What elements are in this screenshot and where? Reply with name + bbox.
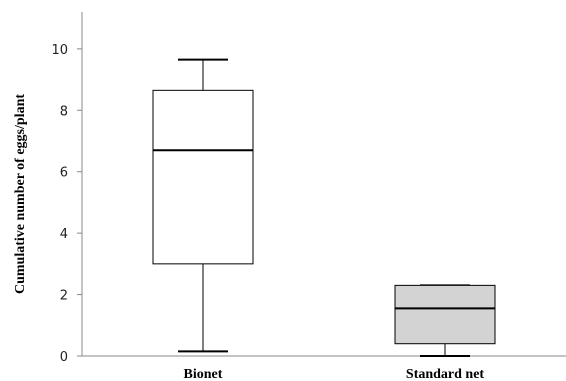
box-standard-net (394, 284, 496, 357)
y-tick-label: 10 (51, 43, 68, 58)
box-iqr (394, 284, 496, 345)
axes (81, 12, 566, 357)
y-tick-label: 4 (60, 227, 68, 242)
box-iqr (152, 89, 254, 265)
boxes (152, 58, 496, 357)
x-category-labels: Bionet Standard net (184, 367, 485, 381)
y-tick-label: 6 (60, 166, 68, 181)
y-tick-label: 0 (60, 350, 68, 365)
y-tick-label: 8 (60, 104, 68, 119)
y-axis-title: Cumulative number of eggs/plant (13, 94, 28, 294)
x-category-label: Bionet (184, 367, 223, 381)
y-tick-label: 2 (60, 289, 68, 304)
x-category-label: Standard net (406, 367, 485, 381)
y-ticks: 0 2 4 6 8 10 (51, 43, 82, 365)
box-bionet (152, 58, 254, 353)
